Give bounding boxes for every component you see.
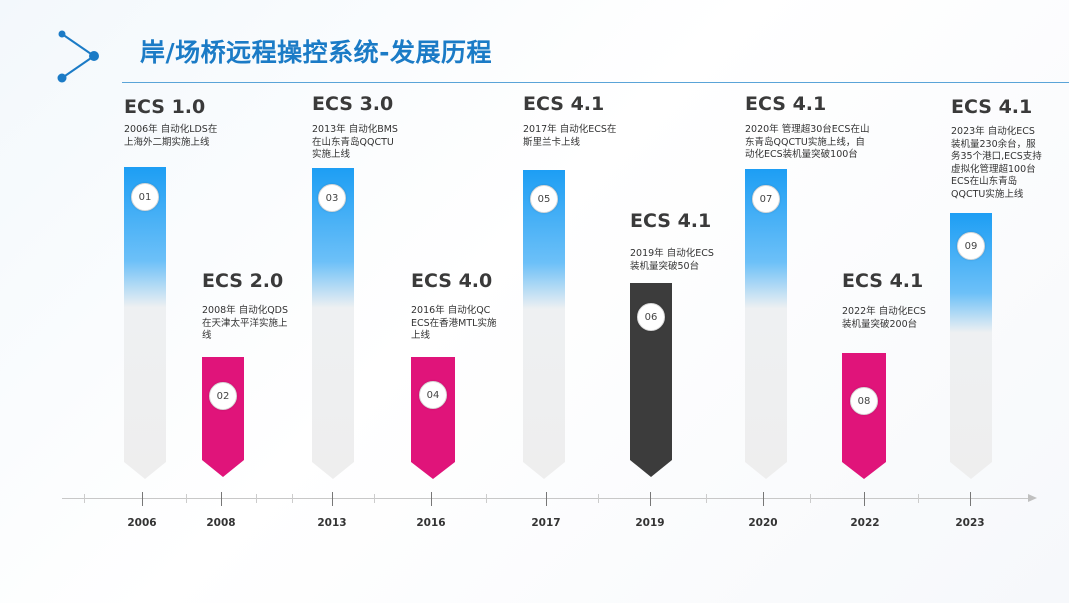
milestone-version: ECS 4.1 [842, 270, 924, 292]
milestone-bar [523, 170, 565, 479]
milestone-text: 2023年 自动化ECS 装机量230余台，服 务35个港口,ECS支持 虚拟化… [951, 126, 1042, 200]
timeline-year-label: 2008 [206, 517, 236, 529]
milestone-number-badge: 05 [530, 185, 558, 213]
milestone-bar [950, 213, 992, 479]
timeline-tick [650, 492, 651, 506]
timeline-minor-tick [186, 494, 187, 503]
timeline-tick [546, 492, 547, 506]
milestone-version: ECS 4.1 [523, 93, 605, 115]
network-logo-icon [57, 30, 99, 83]
timeline-minor-tick [256, 494, 257, 503]
milestone-text: 2017年 自动化ECS在 斯里兰卡上线 [523, 124, 617, 148]
timeline-tick [332, 492, 333, 506]
milestone-number-badge: 08 [850, 387, 878, 415]
milestone-bar [411, 357, 455, 479]
timeline-minor-tick [810, 494, 811, 503]
timeline-minor-tick [706, 494, 707, 503]
milestone-bar [124, 167, 166, 479]
milestone-version: ECS 4.1 [951, 96, 1033, 118]
timeline-tick [221, 492, 222, 506]
milestone-bar [312, 168, 354, 479]
milestone-text: 2013年 自动化BMS 在山东青岛QQCTU 实施上线 [312, 124, 398, 160]
milestone-number-badge: 03 [318, 184, 346, 212]
timeline-year-label: 2023 [955, 517, 985, 529]
milestone-text: 2020年 管理超30台ECS在山 东青岛QQCTU实施上线，自 动化ECS装机… [745, 124, 870, 160]
timeline-minor-tick [374, 494, 375, 503]
milestone-text: 2016年 自动化QC ECS在香港MTL实施 上线 [411, 305, 497, 341]
milestone-number-badge: 02 [209, 382, 237, 410]
milestone-number-badge: 09 [957, 232, 985, 260]
timeline-year-label: 2020 [748, 517, 778, 529]
milestone-version: ECS 3.0 [312, 93, 394, 115]
timeline-tick [763, 492, 764, 506]
milestone-version: ECS 4.1 [630, 210, 712, 232]
milestone-version: ECS 4.0 [411, 270, 493, 292]
timeline-minor-tick [84, 494, 85, 503]
milestone-text: 2019年 自动化ECS 装机量突破50台 [630, 248, 714, 272]
timeline-year-label: 2017 [531, 517, 561, 529]
milestone-text: 2008年 自动化QDS 在天津太平洋实施上 线 [202, 305, 289, 341]
timeline-minor-tick [486, 494, 487, 503]
milestone-bar [842, 353, 886, 479]
timeline-tick [431, 492, 432, 506]
milestone-version: ECS 4.1 [745, 93, 827, 115]
timeline-tick [864, 492, 865, 506]
milestone-number-badge: 01 [131, 183, 159, 211]
timeline-arrow-icon [1028, 494, 1037, 502]
milestone-version: ECS 2.0 [202, 270, 284, 292]
milestone-text: 2022年 自动化ECS 装机量突破200台 [842, 306, 926, 330]
timeline-year-label: 2019 [635, 517, 665, 529]
title-divider [122, 82, 1069, 83]
milestone-bar [745, 169, 787, 479]
milestone-number-badge: 06 [637, 303, 665, 331]
milestone-text: 2006年 自动化LDS在 上海外二期实施上线 [124, 124, 218, 148]
page-title: 岸/场桥远程操控系统-发展历程 [140, 38, 493, 67]
timeline-year-label: 2016 [416, 517, 446, 529]
milestone-bar [202, 357, 244, 477]
milestone-bar [630, 283, 672, 477]
milestone-version: ECS 1.0 [124, 96, 206, 118]
timeline-minor-tick [292, 494, 293, 503]
timeline-minor-tick [918, 494, 919, 503]
timeline-minor-tick [598, 494, 599, 503]
milestone-number-badge: 04 [419, 381, 447, 409]
milestone-number-badge: 07 [752, 185, 780, 213]
timeline-year-label: 2006 [127, 517, 157, 529]
timeline-year-label: 2013 [317, 517, 347, 529]
timeline-tick [142, 492, 143, 506]
timeline-year-label: 2022 [850, 517, 880, 529]
timeline-tick [970, 492, 971, 506]
